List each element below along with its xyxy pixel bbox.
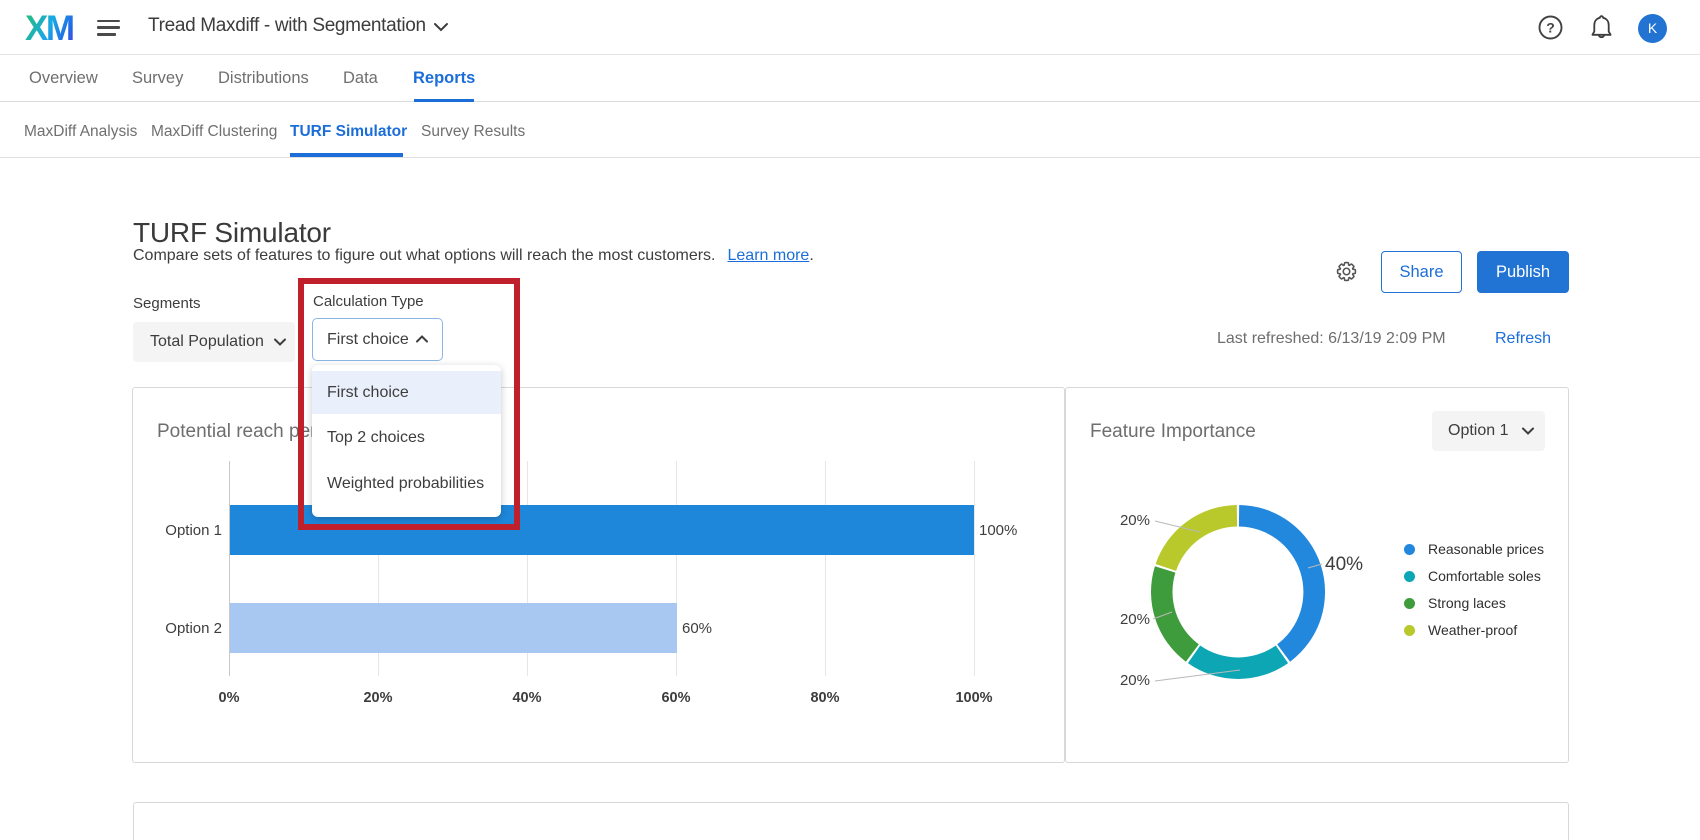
svg-text:?: ? — [1546, 20, 1555, 36]
